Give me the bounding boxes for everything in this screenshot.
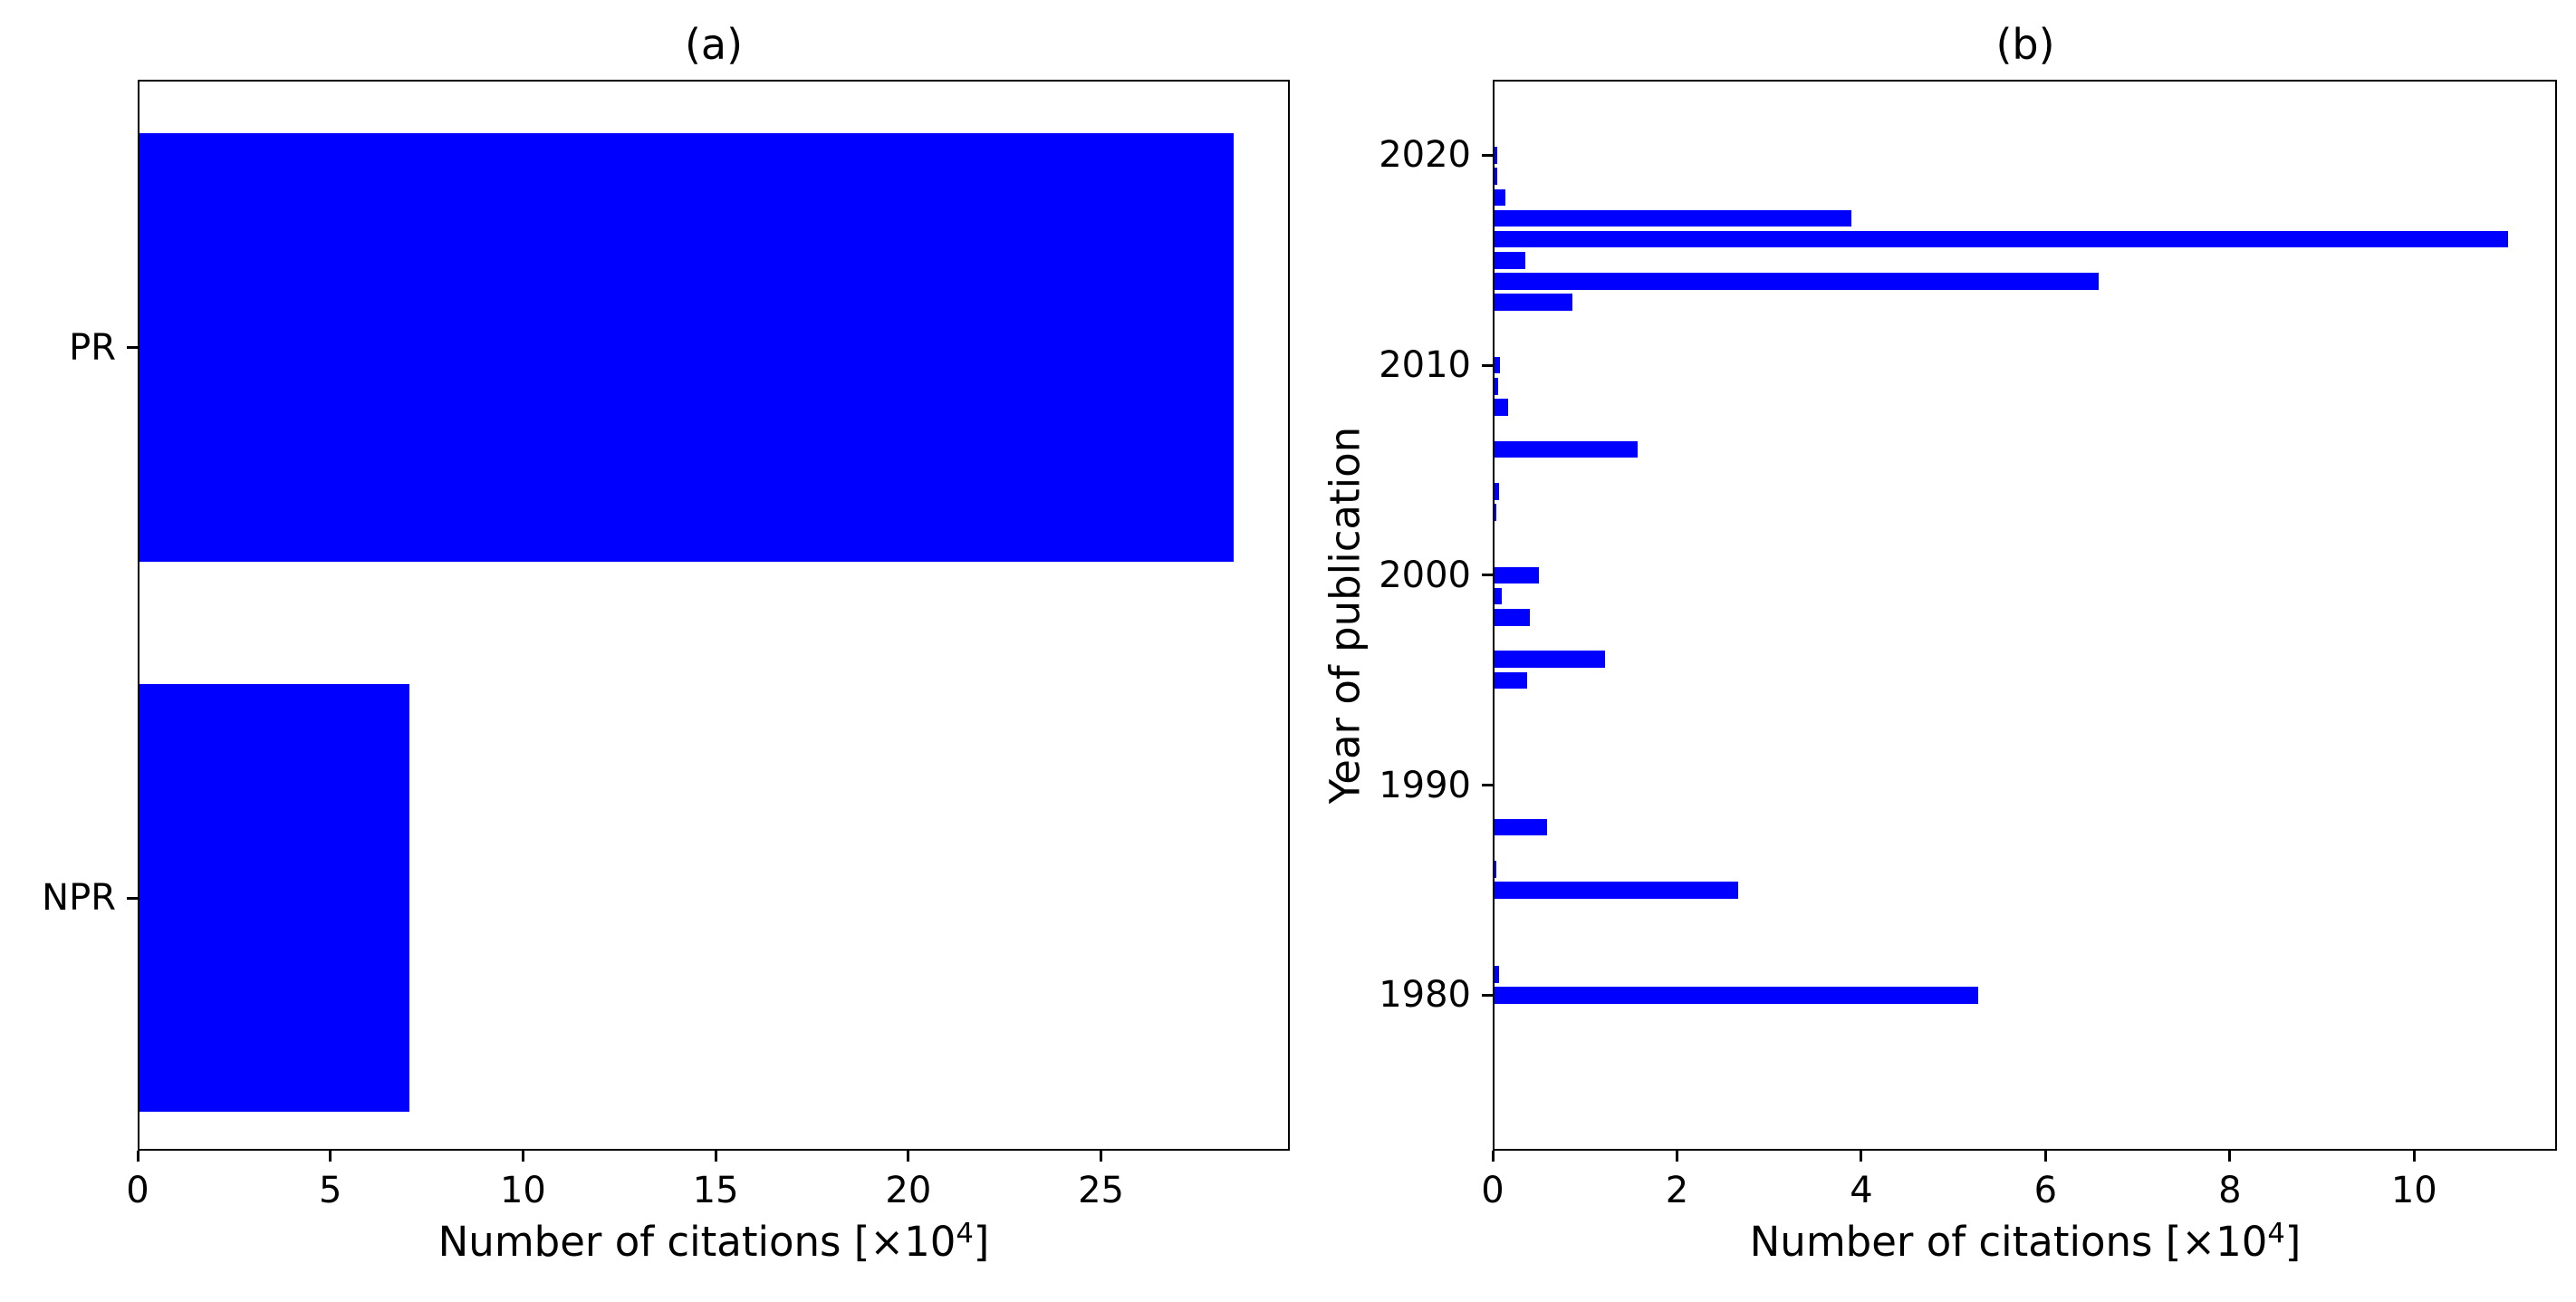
bar-year-2018	[1495, 188, 1506, 207]
panel-b-x-tick	[2043, 1151, 2047, 1162]
bar-year-1986	[1495, 861, 1497, 878]
panel-b-xlabel-text: Number of citations [×10	[1749, 1218, 2268, 1266]
panel-a-x-tick	[136, 1151, 139, 1162]
panel-b-x-tick-label: 0	[1481, 1170, 1504, 1211]
bar-year-1981	[1495, 966, 1500, 983]
bar-year-1988	[1495, 818, 1547, 836]
panel-a-x-tick-label: 5	[318, 1170, 342, 1211]
panel-a-x-tick-label: 10	[499, 1170, 546, 1211]
bar-year-1985	[1495, 882, 1738, 899]
bar-year-2003	[1495, 504, 1497, 521]
bar-year-2000	[1495, 566, 1539, 584]
panel-a-y-tick-label: NPR	[42, 877, 116, 920]
panel-a-y-tick	[127, 346, 138, 349]
bar-year-2017	[1495, 209, 1851, 227]
bar-year-1999	[1495, 587, 1503, 605]
panel-b-x-tick	[2228, 1151, 2232, 1162]
panel-a-x-tick	[1100, 1151, 1103, 1162]
panel-b-x-tick-label: 10	[2390, 1170, 2437, 1211]
panel-b-y-tick	[1482, 784, 1493, 787]
panel-b-x-tick-label: 4	[1850, 1170, 1873, 1211]
panel-b-xlabel-bracket: ]	[2284, 1218, 2302, 1266]
bar-pr	[139, 133, 1235, 562]
panel-a-xlabel-exponent: 4	[956, 1217, 974, 1249]
panel-b-x-tick	[2412, 1151, 2416, 1162]
panel-a-xlabel: Number of citations [×104]	[438, 1217, 990, 1262]
bar-year-1980	[1495, 987, 1979, 1004]
panel-a-x-tick-label: 20	[885, 1170, 932, 1211]
panel-b-ylabel: Year of publication	[1321, 426, 1370, 805]
panel-a-y-tick	[127, 896, 138, 900]
bar-year-1998	[1495, 609, 1530, 626]
panel-a-x-tick	[714, 1151, 717, 1162]
bar-year-2015	[1495, 252, 1525, 269]
bar-year-2019	[1495, 168, 1498, 185]
panel-b-axes	[1493, 80, 2557, 1151]
bar-year-2014	[1495, 273, 2100, 290]
panel-b-y-tick-label: 2010	[1379, 344, 1471, 387]
panel-a-x-tick-label: 25	[1078, 1170, 1124, 1211]
panel-b-y-tick	[1482, 574, 1493, 577]
panel-b-x-tick	[1860, 1151, 1863, 1162]
panel-b-y-tick	[1482, 153, 1493, 157]
panel-a-x-tick-label: 0	[126, 1170, 149, 1211]
panel-b-y-tick	[1482, 363, 1493, 367]
bar-npr	[139, 683, 409, 1113]
panel-b-y-tick-label: 1980	[1379, 974, 1471, 1017]
bar-year-1995	[1495, 671, 1527, 690]
panel-a-xlabel-bracket: ]	[973, 1218, 990, 1266]
bar-year-2020	[1495, 147, 1498, 164]
panel-b-xlabel: Number of citations [×104]	[1750, 1217, 2302, 1262]
bar-year-2013	[1495, 294, 1573, 311]
panel-b-x-tick-label: 6	[2033, 1170, 2058, 1211]
bar-year-2004	[1495, 482, 1500, 500]
bar-year-1996	[1495, 651, 1606, 668]
panel-b-x-tick-label: 8	[2218, 1170, 2242, 1211]
panel-a-y-tick-label: PR	[69, 326, 116, 369]
panel-b-title: (b)	[1995, 20, 2055, 69]
bar-year-2010	[1495, 356, 1501, 374]
panel-b-y-tick	[1482, 993, 1493, 997]
panel-a-title: (a)	[684, 20, 744, 69]
bar-year-2006	[1495, 440, 1638, 458]
panel-b-y-tick-label: 2000	[1379, 554, 1471, 596]
panel-b-y-tick-label: 1990	[1379, 764, 1471, 806]
bar-year-2016	[1495, 230, 2509, 248]
panel-b-xlabel-exponent: 4	[2267, 1217, 2285, 1249]
panel-a-x-tick-label: 15	[692, 1170, 739, 1211]
panel-b-x-tick	[1491, 1151, 1495, 1162]
panel-b-x-tick-label: 2	[1665, 1170, 1689, 1211]
panel-a-x-tick	[907, 1151, 910, 1162]
panel-b-x-tick	[1675, 1151, 1678, 1162]
panel-a-x-tick	[521, 1151, 524, 1162]
bar-year-2009	[1495, 378, 1499, 395]
bar-year-2008	[1495, 399, 1509, 416]
panel-a-xlabel-text: Number of citations [×10	[437, 1218, 956, 1266]
panel-a-x-tick	[329, 1151, 332, 1162]
panel-b-y-tick-label: 2020	[1379, 134, 1471, 177]
